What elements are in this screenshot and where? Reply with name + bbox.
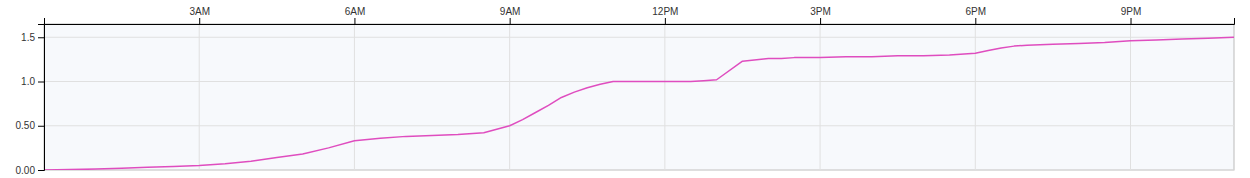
y-axis: 0.00 0.50 1.0 1.5 [16,25,45,176]
plot-frame [44,24,1234,170]
line [44,37,1234,170]
grid [44,24,1234,170]
chart: 3AM 6AM 9AM 12PM 3PM 6PM 9PM 0.00 0.50 1.0 1.5 [0,0,1250,178]
x-tick: 6AM [345,6,366,24]
y-tick-label: 0.50 [16,120,36,131]
x-tick: 9PM [1121,6,1142,24]
y-tick: 0.00 [16,165,44,176]
x-tick-label: 9PM [1121,6,1142,17]
x-tick: 3AM [189,6,210,24]
y-tick-mark [38,170,44,171]
grid-line-x [820,24,821,170]
grid-line-x [199,24,200,170]
y-axis-line [38,25,45,171]
grid-line-y [44,170,1234,171]
x-tick-mark [975,18,976,24]
y-tick-mark [38,37,44,38]
x-tick-label: 6PM [966,6,987,17]
x-tick-mark [665,18,666,24]
y-tick-mark [38,82,44,83]
x-tick-mark [820,18,821,24]
x-tick: 12PM [652,6,678,24]
grid-line-y [44,37,1234,38]
x-tick-mark [354,18,355,24]
y-tick: 0.50 [16,120,44,131]
grid-line-y [44,125,1234,126]
y-tick: 1.5 [21,32,44,43]
grid-line-x [975,24,976,170]
x-axis-line [45,18,1235,25]
y-tick-mark [38,126,44,127]
x-tick-label: 3PM [810,6,831,17]
x-tick-mark [199,18,200,24]
x-tick-label: 9AM [500,6,521,17]
x-tick-mark [510,18,511,24]
x-tick-label: 3AM [189,6,210,17]
y-tick: 1.0 [21,76,44,87]
x-tick-mark [1131,18,1132,24]
chart-container: 3AM 6AM 9AM 12PM 3PM 6PM 9PM 0.00 0.50 1.0 1.5 [0,0,1250,178]
y-tick-label: 0.00 [16,165,36,176]
x-tick-label: 12PM [652,6,678,17]
x-tick-label: 6AM [345,6,366,17]
y-tick-label: 1.5 [21,32,35,43]
marks [44,37,1234,170]
grid-line-x [1130,24,1131,170]
x-tick: 3PM [810,6,831,24]
x-axis: 3AM 6AM 9AM 12PM 3PM 6PM 9PM [45,6,1235,25]
grid-line-x [664,24,665,170]
grid-line-x [354,24,355,170]
x-tick: 9AM [500,6,521,24]
x-tick: 6PM [966,6,987,24]
grid-line-x [509,24,510,170]
y-tick-label: 1.0 [21,76,35,87]
